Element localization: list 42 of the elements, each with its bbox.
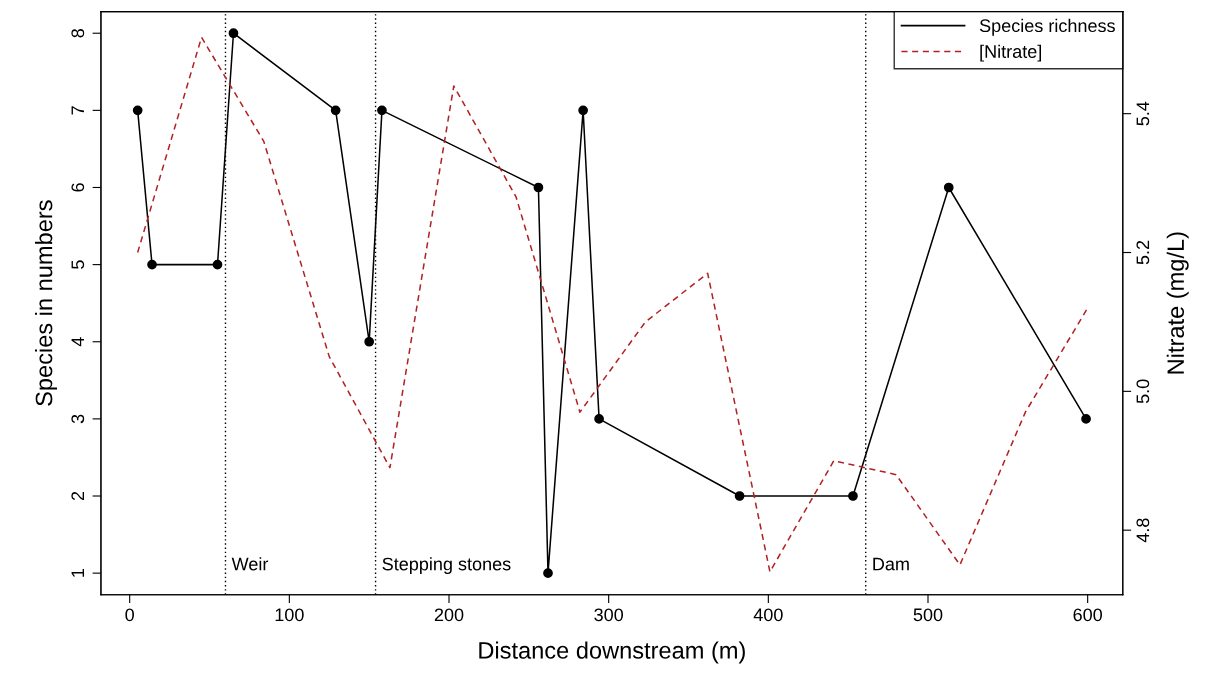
y2-axis-title: Nitrate (mg/L) bbox=[1166, 232, 1189, 374]
y-tick-label: 4 bbox=[71, 337, 84, 347]
x-axis-title: Distance downstream (m) bbox=[479, 641, 745, 664]
point bbox=[132, 105, 143, 116]
y2-tick-label: 5.2 bbox=[1136, 240, 1150, 265]
y-tick-label: 3 bbox=[71, 414, 85, 424]
point bbox=[543, 568, 553, 579]
point bbox=[533, 182, 544, 193]
point bbox=[147, 259, 157, 270]
x-tick-label: 0 bbox=[125, 608, 134, 622]
y2-tick-label: 5.4 bbox=[1136, 101, 1150, 126]
y2-tick-label: 5.0 bbox=[1136, 379, 1150, 404]
point bbox=[364, 336, 375, 347]
point bbox=[1081, 414, 1091, 424]
point bbox=[330, 105, 341, 116]
point bbox=[377, 105, 387, 116]
x-tick-label: 200 bbox=[434, 608, 464, 622]
point bbox=[943, 182, 954, 193]
y-tick-label: 6 bbox=[71, 183, 85, 192]
ref-line-label: Stepping stones bbox=[382, 557, 511, 574]
x-tick-label: 500 bbox=[913, 608, 943, 622]
point bbox=[212, 259, 223, 270]
ref-line-label: Dam bbox=[873, 557, 909, 571]
point bbox=[848, 491, 858, 501]
point bbox=[734, 491, 745, 501]
x-tick-label: 100 bbox=[275, 608, 304, 622]
point bbox=[578, 105, 588, 116]
y-tick-label: 8 bbox=[71, 28, 85, 38]
point bbox=[228, 28, 239, 39]
legend-label: [Nitrate] bbox=[980, 44, 1042, 62]
y-tick-label: 2 bbox=[71, 491, 84, 501]
x-tick-label: 400 bbox=[753, 608, 783, 622]
ref-line-label: Weir bbox=[231, 557, 269, 571]
x-tick-label: 600 bbox=[1073, 608, 1103, 622]
legend-label: Species richness bbox=[979, 18, 1115, 36]
point bbox=[594, 414, 604, 424]
y2-tick-label: 4.8 bbox=[1136, 518, 1150, 543]
y-axis-title: Species in numbers bbox=[35, 200, 58, 406]
y-tick-label: 1 bbox=[71, 569, 84, 577]
y-tick-label: 5 bbox=[71, 260, 85, 269]
x-tick-label: 300 bbox=[594, 608, 624, 622]
y-tick-label: 7 bbox=[71, 106, 84, 115]
